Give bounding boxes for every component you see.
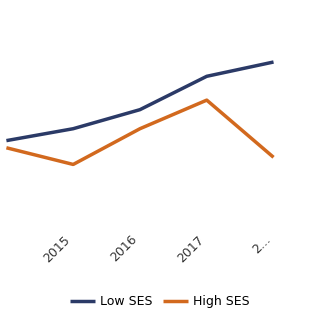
High SES: [205, 98, 209, 102]
Low SES: [4, 139, 8, 142]
Low SES: [205, 74, 209, 78]
Legend: Low SES, High SES: Low SES, High SES: [65, 290, 255, 313]
High SES: [138, 127, 142, 131]
High SES: [272, 156, 276, 159]
Low SES: [272, 60, 276, 64]
Low SES: [71, 127, 75, 131]
High SES: [4, 146, 8, 150]
Line: Low SES: Low SES: [6, 62, 274, 140]
High SES: [71, 163, 75, 166]
Low SES: [138, 108, 142, 112]
Line: High SES: High SES: [6, 100, 274, 164]
